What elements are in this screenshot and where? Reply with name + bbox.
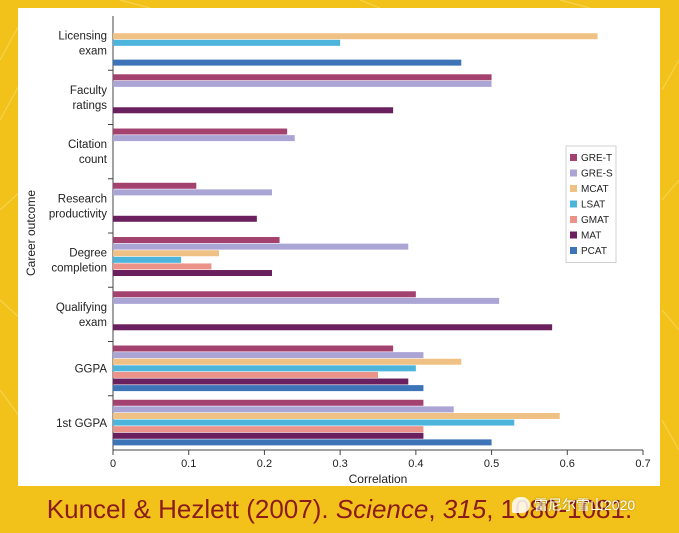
bar-lsat xyxy=(113,256,182,263)
x-tick-label: 0.3 xyxy=(332,458,347,470)
bar-gre-t xyxy=(113,128,288,135)
x-tick-label: 0.1 xyxy=(181,458,196,470)
y-axis-label: Career outcome xyxy=(24,190,38,276)
category-label: Citation xyxy=(68,139,107,151)
category-label: count xyxy=(79,154,108,166)
bar-gre-s xyxy=(113,189,272,196)
bar-gre-s xyxy=(113,243,409,250)
x-tick-label: 0.5 xyxy=(484,458,499,470)
bar-gre-t xyxy=(113,74,492,81)
legend-label-gre-t: GRE-T xyxy=(581,153,612,164)
bar-gre-s xyxy=(113,297,500,304)
category-label: Licensing xyxy=(58,31,107,43)
bar-lsat xyxy=(113,39,341,46)
bar-gmat xyxy=(113,263,212,270)
legend-label-gre-s: GRE-S xyxy=(581,169,613,180)
bar-mcat xyxy=(113,33,598,40)
citation: Kuncel & Hezlett (2007). Science, 315, 1… xyxy=(0,486,679,533)
bar-lsat xyxy=(113,419,515,426)
bar-gre-s xyxy=(113,406,454,413)
category-label: productivity xyxy=(49,208,107,220)
x-tick-label: 0.4 xyxy=(408,458,423,470)
category-label: 1st GGPA xyxy=(56,418,107,430)
citation-pages: , 1080-1081. xyxy=(486,494,633,524)
watermark: 雷尼尔雪山2020 xyxy=(512,494,635,516)
bar-pcat xyxy=(113,439,492,446)
category-label: ratings xyxy=(72,100,107,112)
legend-swatch-lsat xyxy=(570,200,577,208)
citation-authors: Kuncel & Hezlett (2007). xyxy=(46,494,336,524)
citation-separator: , xyxy=(428,494,443,524)
legend-label-mcat: MCAT xyxy=(581,184,609,195)
legend-swatch-mcat xyxy=(570,185,577,192)
bar-gre-t xyxy=(113,291,416,298)
legend-label-lsat: LSAT xyxy=(581,200,605,211)
bar-mcat xyxy=(113,250,219,257)
watermark-text: 雷尼尔雪山2020 xyxy=(534,497,636,513)
category-label: exam xyxy=(79,317,107,329)
legend-swatch-pcat xyxy=(570,247,577,254)
x-tick-label: 0.6 xyxy=(560,458,575,470)
legend-swatch-gmat xyxy=(570,216,577,223)
bar-pcat xyxy=(113,385,424,392)
bar-mcat xyxy=(113,358,462,365)
category-label: Qualifying xyxy=(56,302,107,314)
legend-label-pcat: PCAT xyxy=(581,246,607,257)
x-tick-label: 0.7 xyxy=(635,458,650,470)
bar-chart: 0 0.1 0.2 0.3 0.4 0.5 0.6 0.7 Correlation Career … xyxy=(24,16,651,486)
bar-lsat xyxy=(113,365,416,372)
legend-swatch-gre-s xyxy=(570,169,577,177)
bar-mat xyxy=(113,215,257,222)
bar-gre-s xyxy=(113,80,492,87)
category-label: completion xyxy=(51,263,107,275)
bar-gre-t xyxy=(113,237,280,244)
bar-pcat xyxy=(113,59,462,66)
category-label: GGPA xyxy=(75,364,108,376)
bar-mat xyxy=(113,324,553,331)
x-axis-label: Correlation xyxy=(349,472,408,486)
legend-swatch-mat xyxy=(570,231,577,239)
bar-mat xyxy=(113,378,409,385)
bar-gre-t xyxy=(113,182,197,189)
category-label: Research xyxy=(58,193,107,205)
bar-gmat xyxy=(113,371,378,378)
bar-gmat xyxy=(113,426,424,433)
bar-mat xyxy=(113,107,394,114)
bar-mat xyxy=(113,432,424,439)
x-tick-label: 0.2 xyxy=(257,458,272,470)
chart-panel: 0 0.1 0.2 0.3 0.4 0.5 0.6 0.7 Correlation Career … xyxy=(18,8,660,486)
chat-icon xyxy=(512,497,530,513)
bar-gre-t xyxy=(113,345,394,352)
bar-mat xyxy=(113,270,272,277)
legend-label-mat: MAT xyxy=(581,231,601,242)
legend-swatch-gre-t xyxy=(570,154,577,161)
bar-mcat xyxy=(113,412,560,419)
category-label: exam xyxy=(79,46,107,58)
bar-gre-t xyxy=(113,399,424,406)
x-tick-label: 0 xyxy=(110,458,116,470)
citation-volume: 315 xyxy=(442,494,487,524)
legend-label-gmat: GMAT xyxy=(581,215,609,226)
category-label: Faculty xyxy=(70,85,107,97)
bar-gre-s xyxy=(113,135,295,142)
citation-journal: Science xyxy=(335,494,429,524)
bar-gre-s xyxy=(113,352,424,359)
category-label: Degree xyxy=(69,248,107,260)
